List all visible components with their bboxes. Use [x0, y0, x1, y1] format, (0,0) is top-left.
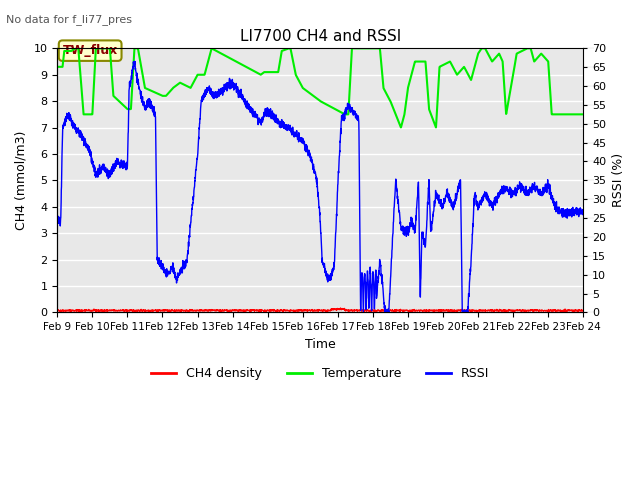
X-axis label: Time: Time [305, 337, 335, 351]
Text: No data for f_li77_pres: No data for f_li77_pres [6, 14, 132, 25]
Y-axis label: RSSI (%): RSSI (%) [612, 153, 625, 207]
Legend: CH4 density, Temperature, RSSI: CH4 density, Temperature, RSSI [146, 362, 495, 385]
Y-axis label: CH4 (mmol/m3): CH4 (mmol/m3) [15, 131, 28, 230]
Text: TW_flux: TW_flux [63, 44, 118, 57]
Title: LI7700 CH4 and RSSI: LI7700 CH4 and RSSI [239, 29, 401, 44]
